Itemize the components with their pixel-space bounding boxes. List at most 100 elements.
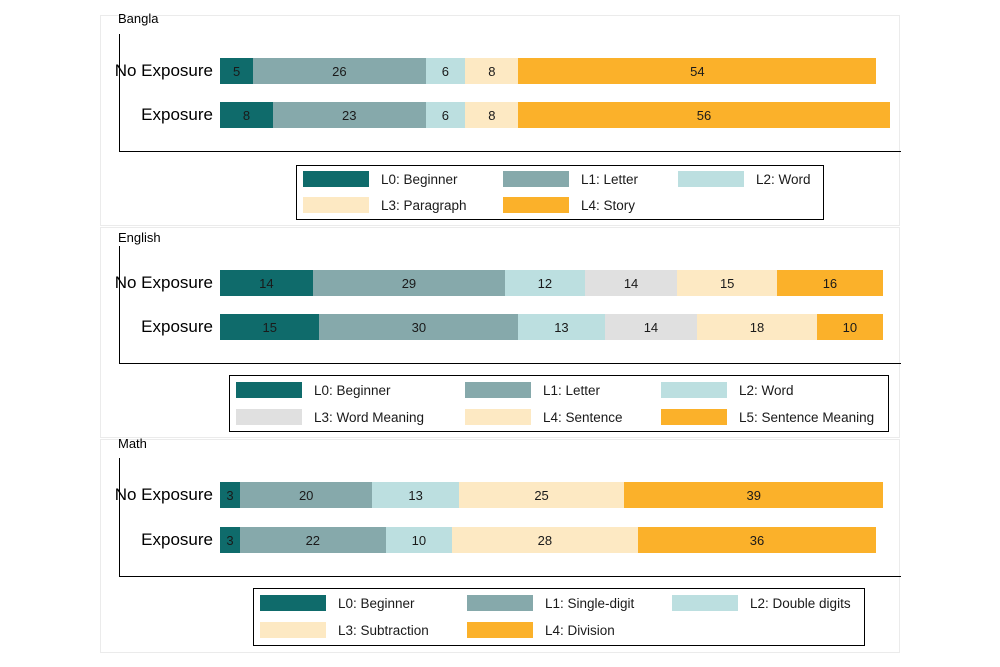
data-label: 20: [298, 487, 314, 503]
legend-item: L0: Beginner: [236, 382, 391, 398]
bar-segment-math-1: 22: [239, 527, 386, 553]
legend-label: L0: Beginner: [314, 382, 391, 398]
data-label: 15: [719, 275, 735, 291]
bar-segment-math-0: 3: [220, 527, 240, 553]
legend-item: L2: Word: [678, 171, 811, 187]
data-label: 6: [441, 107, 450, 123]
bar-segment-english-3: 14: [584, 270, 678, 296]
legend-label: L1: Letter: [543, 382, 601, 398]
bar-segment-english-0: 15: [220, 314, 320, 340]
data-label: 15: [262, 319, 277, 335]
data-label: 39: [746, 487, 761, 503]
bar-segment-math-2: 13: [372, 482, 459, 508]
legend-label: L4: Division: [545, 622, 615, 638]
data-label: 29: [401, 275, 417, 291]
bar-segment-math-2: 10: [385, 527, 453, 553]
data-label: 14: [643, 319, 659, 335]
legend-item: L3: Subtraction: [260, 622, 429, 638]
legend-label: L5: Sentence Meaning: [739, 409, 875, 425]
bangla-axis: [119, 34, 901, 152]
legend-item: L2: Double digits: [672, 595, 851, 611]
data-label: 10: [842, 319, 858, 335]
data-label: 16: [822, 275, 838, 291]
bar-segment-bangla-1: 23: [273, 102, 426, 128]
bar-segment-english-3: 14: [604, 314, 698, 340]
data-label: 14: [623, 275, 639, 291]
bar-segment-english-5: 16: [776, 270, 883, 296]
legend-label: L0: Beginner: [381, 171, 458, 187]
row-label-no-exposure: No Exposure: [114, 273, 213, 292]
bar-segment-english-4: 18: [697, 314, 817, 340]
bar-segment-english-1: 29: [312, 270, 506, 296]
legend-item: L4: Division: [467, 622, 615, 638]
legend-item: L2: Word: [661, 382, 794, 398]
row-label-exposure: Exposure: [141, 105, 213, 124]
legend-swatch: [260, 595, 326, 611]
bar-segment-english-4: 15: [677, 270, 777, 296]
legend-item: L1: Letter: [465, 382, 600, 398]
legend-swatch: [236, 409, 302, 425]
bar-segment-math-4: 36: [637, 527, 877, 553]
bar-segment-bangla-3: 8: [465, 102, 519, 128]
bangla-chart-title: Bangla: [118, 11, 159, 26]
legend-swatch: [303, 197, 369, 213]
bar-segment-bangla-4: 56: [518, 102, 890, 128]
data-label: 13: [408, 487, 423, 503]
row-label-no-exposure: No Exposure: [114, 61, 213, 80]
english-chart-title: English: [118, 230, 161, 245]
legend-swatch: [661, 382, 727, 398]
legend-label: L2: Word: [739, 382, 794, 398]
data-label: 13: [554, 319, 569, 335]
english-legend: [229, 375, 889, 432]
legend-swatch: [672, 595, 738, 611]
bar-segment-english-5: 10: [816, 314, 883, 340]
bar-segment-bangla-0: 8: [220, 102, 274, 128]
legend-swatch: [260, 622, 326, 638]
legend-swatch: [661, 409, 727, 425]
data-label: 8: [488, 107, 496, 123]
legend-item: L0: Beginner: [260, 595, 415, 611]
data-label: 6: [441, 63, 450, 79]
bar-segment-bangla-2: 6: [425, 102, 466, 128]
english-axis: [119, 246, 901, 364]
legend-item: L0: Beginner: [303, 171, 458, 187]
data-label: 56: [696, 107, 712, 123]
data-label: 5: [232, 63, 241, 79]
data-label: 54: [690, 63, 705, 79]
bar-segment-bangla-3: 8: [465, 58, 519, 84]
data-label: 28: [537, 532, 553, 548]
bar-segment-english-2: 12: [505, 270, 585, 296]
legend-label: L3: Subtraction: [338, 622, 429, 638]
legend-label: L4: Story: [581, 197, 636, 213]
bar-segment-math-0: 3: [220, 482, 240, 508]
legend-swatch: [467, 595, 533, 611]
legend-item: L3: Word Meaning: [236, 409, 424, 425]
legend-swatch: [236, 382, 302, 398]
data-label: 8: [488, 63, 496, 79]
legend-label: L3: Word Meaning: [314, 409, 425, 425]
row-label-no-exposure: No Exposure: [114, 485, 213, 504]
bar-segment-bangla-2: 6: [425, 58, 466, 84]
legend-label: L4: Sentence: [543, 409, 623, 425]
row-label-exposure: Exposure: [141, 530, 213, 549]
bar-segment-english-0: 14: [220, 270, 313, 296]
data-label: 3: [226, 487, 234, 503]
data-label: 3: [226, 532, 234, 548]
legend-label: L3: Paragraph: [381, 197, 467, 213]
legend-item: L4: Sentence: [465, 409, 623, 425]
legend-label: L1: Letter: [581, 171, 639, 187]
legend-label: L1: Single-digit: [545, 595, 635, 611]
legend-swatch: [503, 197, 569, 213]
data-label: 18: [749, 319, 765, 335]
data-label: 12: [537, 275, 553, 291]
legend-item: L4: Story: [503, 197, 635, 213]
bar-segment-english-2: 13: [518, 314, 605, 340]
legend-swatch: [303, 171, 369, 187]
math-chart-title: Math: [118, 436, 147, 451]
data-label: 30: [411, 319, 427, 335]
row-label-exposure: Exposure: [141, 317, 213, 336]
bar-segment-bangla-0: 5: [220, 58, 254, 84]
data-label: 36: [749, 532, 765, 548]
bar-segment-bangla-4: 54: [518, 58, 877, 84]
legend-swatch: [678, 171, 744, 187]
